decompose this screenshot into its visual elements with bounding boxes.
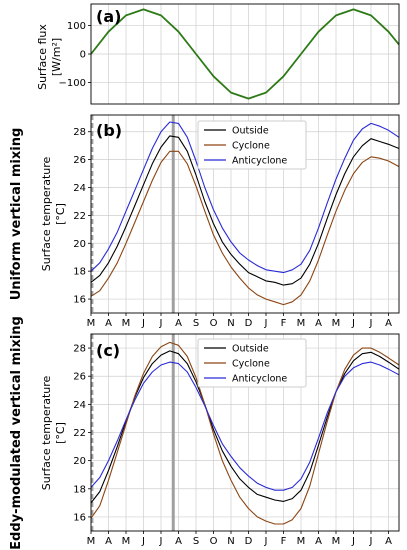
panel-b-xtick-label: A [105, 318, 112, 329]
panel-b-xtick-label: J [369, 318, 373, 329]
panel-c-series-cyclone [90, 341, 400, 525]
panel-c-legend-anticyclone-label: Anticyclone [232, 374, 287, 385]
panel-b-ytick-label: 28 [73, 127, 86, 138]
panel-c-xtick-label: M [332, 536, 341, 547]
panel-c-row-label: Eddy-modulated vertical mixing [9, 316, 24, 550]
panel-a-ylabel-line2: [W/m²] [50, 38, 63, 76]
panel-c-ytick-label: 20 [73, 456, 86, 467]
panel-a-plot-area: −100 0 100 [59, 3, 400, 105]
panel-b-label: (b) [96, 121, 122, 140]
panel-a-ytick-label: 100 [67, 21, 86, 32]
panel-b-legend-cyclone-label: Cyclone [232, 141, 270, 152]
panel-b-series-outside [90, 135, 400, 286]
panel-c-legend: Outside Cyclone Anticyclone [197, 338, 307, 388]
panel-b-xtick-label: A [385, 318, 392, 329]
panel-a-frame [90, 3, 400, 105]
panel-b-legend-outside-label: Outside [232, 126, 269, 137]
panel-c-xtick-label: J [141, 536, 145, 547]
panel-c-xtick-label: A [105, 536, 112, 547]
panel-b-xtick-label: M [332, 318, 341, 329]
panel-b-ytick-label: 20 [73, 239, 86, 250]
panel-b-xtick-label: F [281, 318, 287, 329]
panel-b-legend-box [197, 120, 307, 170]
panel-c-xtick-label: A [175, 536, 182, 547]
panel-b-xtick-label: J [264, 318, 268, 329]
panel-c-xtick-label: J [369, 536, 373, 547]
panel-c-ytick-label: 16 [73, 512, 86, 523]
panel-c-xtick-label: N [227, 536, 234, 547]
panel-b-xtick-label: A [175, 318, 182, 329]
panel-c-xtick-label: O [210, 536, 218, 547]
panel-c-xtick-label: J [264, 536, 268, 547]
panel-c-xtick-label: F [281, 536, 287, 547]
panel-b-xtick-label: J [141, 318, 145, 329]
panel-c-series-anticyclone [90, 361, 400, 491]
panel-b-xtick-label: M [87, 318, 96, 329]
panel-c-xtick-label: J [351, 536, 355, 547]
panel-b-row-label: Uniform vertical mixing [9, 128, 24, 301]
panel-a-ytick-label: 0 [80, 50, 86, 61]
panel-b-ytick-label: 24 [73, 183, 86, 194]
panel-b-xtick-label: D [245, 318, 253, 329]
panel-c-legend-cyclone-label: Cyclone [232, 359, 270, 370]
panel-b-xtick-label: J [351, 318, 355, 329]
panel-b-xtick-label: M [122, 318, 131, 329]
panel-b-xtick-label: J [159, 318, 163, 329]
panel-a-ytick-label: −100 [59, 78, 86, 89]
panel-c-xtick-label: M [122, 536, 131, 547]
panel-b-frame [90, 114, 400, 314]
panel-a: −100 0 100 Surface flux [W/m²] (a) [36, 3, 400, 105]
panel-b-series-cyclone [90, 150, 400, 306]
panel-b-ylabel-line2: [°C] [54, 203, 67, 225]
panel-b-ytick-label: 26 [73, 155, 86, 166]
panel-b-xtick-label: N [227, 318, 234, 329]
panel-b-series-anticyclone [90, 121, 400, 274]
panel-c-label: (c) [96, 341, 120, 360]
panel-b-legend-anticyclone-label: Anticyclone [232, 156, 287, 167]
panel-a-series-flux [90, 8, 400, 100]
panel-c-ylabel-line2: [°C] [54, 422, 67, 444]
panel-c-xtick-label: A [315, 536, 322, 547]
panel-c-legend-box [197, 338, 307, 388]
panel-c-ytick-label: 18 [73, 484, 86, 495]
panel-c-ytick-label: 26 [73, 372, 86, 383]
panel-b-ylabel-line1: Surface temperature [40, 156, 53, 271]
panel-c-xtick-label: M [87, 536, 96, 547]
panel-b-ytick-label: 22 [73, 211, 86, 222]
panel-c-xtick-label: S [193, 536, 199, 547]
panel-c-ytick-label: 24 [73, 400, 86, 411]
panel-c-frame [90, 333, 400, 532]
panel-c-ytick-label: 28 [73, 344, 86, 355]
panel-b-xtick-label: O [210, 318, 218, 329]
panel-b-ytick-label: 16 [73, 295, 86, 306]
panel-b-xtick-label: A [315, 318, 322, 329]
panel-c-xtick-label: M [297, 536, 306, 547]
panel-b-legend: Outside Cyclone Anticyclone [197, 120, 307, 170]
panel-c-xtick-label: J [159, 536, 163, 547]
panel-a-label: (a) [96, 7, 121, 26]
panel-a-ylabel-line1: Surface flux [36, 24, 49, 90]
panel-b-xtick-label: S [193, 318, 199, 329]
panel-c-xtick-label: D [245, 536, 253, 547]
panel-c-xtick-label: A [385, 536, 392, 547]
panel-c-legend-outside-label: Outside [232, 344, 269, 355]
panel-c-series-outside [90, 350, 400, 504]
panel-c-ytick-label: 22 [73, 428, 86, 439]
panel-b-xtick-label: M [297, 318, 306, 329]
panel-b-ytick-label: 18 [73, 267, 86, 278]
panel-c-ylabel-line1: Surface temperature [40, 375, 53, 490]
